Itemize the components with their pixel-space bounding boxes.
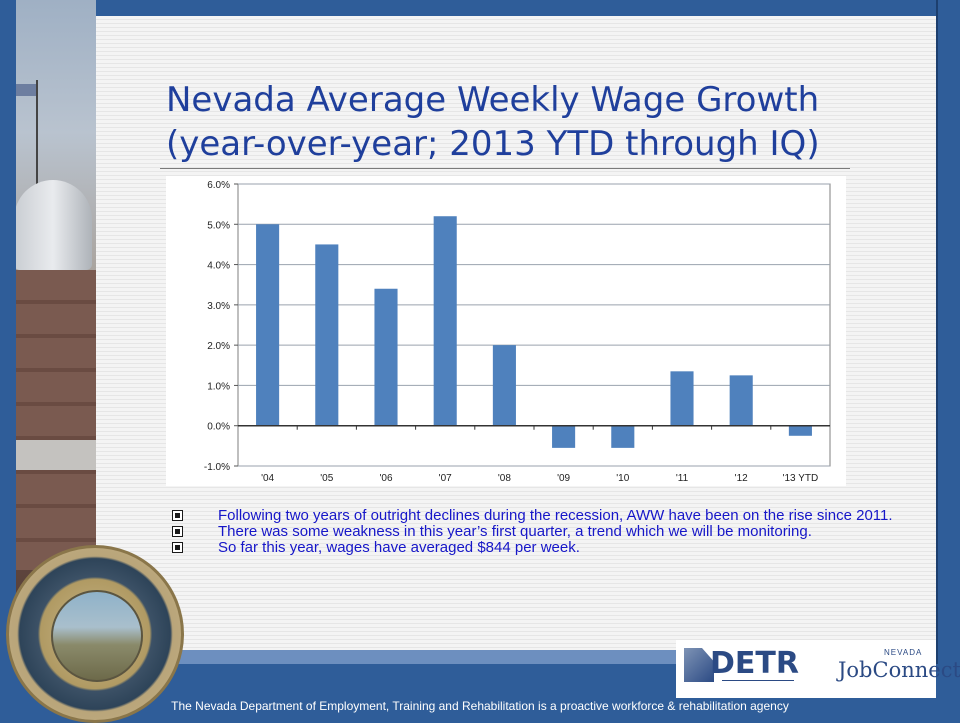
checkbox-bullet-icon xyxy=(172,542,183,553)
flag xyxy=(16,84,36,96)
x-tick-label: '07 xyxy=(439,473,452,484)
slide-title-line2: (year-over-year; 2013 YTD through IQ) xyxy=(166,124,820,164)
x-tick-label: '12 xyxy=(735,473,748,484)
y-tick-label: 3.0% xyxy=(207,301,230,312)
x-tick-label: '13 YTD xyxy=(783,473,819,484)
x-tick-label: '05 xyxy=(320,473,333,484)
checkbox-bullet-icon xyxy=(172,510,183,521)
right-edge-bar xyxy=(936,0,960,720)
bullet-list: Following two years of outright declines… xyxy=(172,508,932,556)
top-bar xyxy=(96,0,936,16)
flagpole xyxy=(36,80,38,190)
x-tick-label: '11 xyxy=(676,473,689,484)
bar xyxy=(315,244,339,426)
right-edge-line xyxy=(936,0,938,720)
wage-growth-chart: -1.0% 0.0% 1.0% 2.0% 3.0% 4.0% 5.0% 6.0% '04 '05 '… xyxy=(166,176,846,486)
seal-center-scene xyxy=(51,590,143,682)
bar xyxy=(552,425,576,448)
y-tick-label: 6.0% xyxy=(207,180,230,191)
chart-panel: -1.0% 0.0% 1.0% 2.0% 3.0% 4.0% 5.0% 6.0% '04 '05 '… xyxy=(166,176,846,486)
jobconnect-logo-text: JobConnect xyxy=(838,658,960,682)
bar xyxy=(670,371,694,426)
detr-logo-text: DETR xyxy=(710,646,799,681)
jobconnect-logo: NEVADA JobConnect xyxy=(838,646,960,692)
bullet-item: So far this year, wages have averaged $8… xyxy=(172,540,932,555)
bullet-text: So far this year, wages have averaged $8… xyxy=(218,539,580,556)
capitol-building xyxy=(14,270,96,570)
left-edge-bar xyxy=(0,0,16,664)
x-tick-label: '04 xyxy=(261,473,274,484)
chart-svg: -1.0% 0.0% 1.0% 2.0% 3.0% 4.0% 5.0% 6.0% '04 '05 '… xyxy=(204,180,831,484)
y-tick-label: -1.0% xyxy=(204,462,230,473)
slide-title-line1: Nevada Average Weekly Wage Growth xyxy=(166,80,820,120)
bullet-text: Following two years of outright declines… xyxy=(218,507,893,524)
bullet-item: There was some weakness in this year’s f… xyxy=(172,524,932,539)
checkbox-bullet-icon xyxy=(172,526,183,537)
capitol-dome xyxy=(14,180,92,270)
title-divider xyxy=(160,168,850,169)
x-tick-label: '09 xyxy=(557,473,570,484)
y-tick-label: 2.0% xyxy=(207,341,230,352)
bar xyxy=(729,375,753,426)
y-tick-label: 4.0% xyxy=(207,261,230,272)
bar xyxy=(788,425,812,436)
slide-title: Nevada Average Weekly Wage Growth (year-… xyxy=(166,78,926,166)
bar xyxy=(256,224,280,426)
capitol-porch xyxy=(14,440,96,470)
nevada-state-seal-icon xyxy=(6,545,184,723)
capitol-photo xyxy=(0,0,96,664)
bar xyxy=(374,288,398,426)
jobconnect-logo-nevada: NEVADA xyxy=(884,648,923,657)
x-tick-label: '10 xyxy=(616,473,629,484)
bar xyxy=(433,216,457,426)
bar xyxy=(611,425,635,448)
bar xyxy=(492,345,516,426)
y-tick-label: 0.0% xyxy=(207,422,230,433)
detr-logo-subtext xyxy=(722,680,794,695)
x-tick-label: '08 xyxy=(498,473,511,484)
y-tick-label: 1.0% xyxy=(207,381,230,392)
bullet-item: Following two years of outright declines… xyxy=(172,508,932,523)
y-tick-label: 5.0% xyxy=(207,220,230,231)
detr-logo: DETR xyxy=(684,644,799,695)
x-tick-label: '06 xyxy=(379,473,392,484)
footer-text: The Nevada Department of Employment, Tra… xyxy=(171,699,789,713)
logo-panel: DETR NEVADA JobConnect xyxy=(676,640,960,698)
bottom-accent-band xyxy=(96,650,676,664)
bullet-text: There was some weakness in this year’s f… xyxy=(218,523,812,540)
